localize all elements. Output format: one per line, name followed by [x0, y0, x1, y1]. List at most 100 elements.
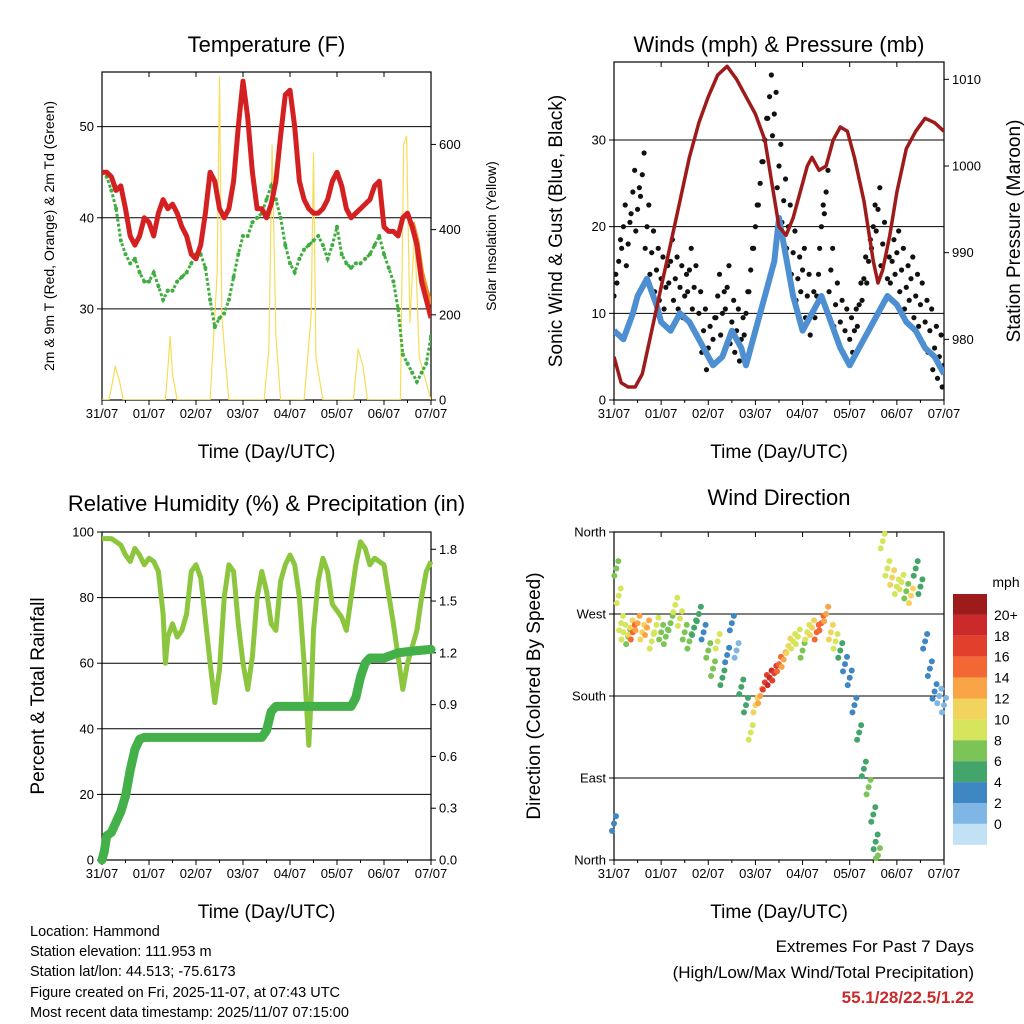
relative-humidity-line: [102, 536, 434, 748]
station-pressure-line: [614, 64, 944, 389]
direction-point: [667, 620, 674, 627]
direction-point: [936, 693, 943, 699]
humidity-ytick-right-label: 1.8: [439, 542, 457, 557]
gust-point: [938, 332, 944, 338]
gust-point: [628, 211, 634, 217]
gust-point: [943, 341, 944, 346]
direction-point: [844, 682, 851, 689]
direction-point: [712, 658, 718, 665]
direction-point: [780, 656, 787, 663]
gust-point: [792, 228, 798, 234]
gust-point: [713, 315, 719, 321]
gust-point: [811, 289, 817, 295]
direction-point: [865, 784, 872, 791]
temperature-ytick-right-label: 600: [439, 137, 461, 152]
direction-point: [829, 621, 836, 628]
gust-point: [917, 302, 924, 308]
gust-point: [639, 172, 645, 178]
direction-ytick-label: North: [574, 853, 606, 868]
gust-point: [752, 224, 759, 230]
humidity-xtick-label: 07/07: [415, 866, 448, 881]
colorbar-swatch: [953, 782, 987, 803]
winds-xtick-label: 04/07: [786, 406, 819, 421]
direction-ytick-label: South: [572, 689, 606, 704]
humidity-ytick-right-label: 0.3: [439, 801, 457, 816]
gust-point: [911, 315, 917, 321]
gust-point: [627, 219, 633, 225]
total-precipitation-line: [97, 644, 436, 865]
gust-point: [896, 228, 902, 234]
direction-point: [941, 702, 947, 709]
temperature-title: Temperature (F): [188, 32, 346, 57]
dewpoint-point: [311, 238, 316, 243]
winds-panel: 0 10 20 30 980 990 1000 1010 31/07 01/07 02/07 03/0…: [546, 32, 1024, 463]
direction-point: [881, 530, 888, 537]
direction-point: [939, 709, 945, 716]
gust-point: [614, 293, 617, 299]
direction-point: [636, 612, 643, 619]
direction-point: [712, 645, 719, 652]
gust-point: [854, 323, 860, 329]
dewpoint-point: [358, 261, 363, 266]
dewpoint-point: [349, 265, 354, 270]
gust-point: [863, 254, 869, 260]
direction-point: [675, 622, 681, 629]
gust-point: [844, 306, 850, 312]
direction-point: [722, 659, 729, 666]
gust-point: [834, 280, 840, 286]
dewpoint-point: [306, 243, 311, 248]
direction-point: [611, 820, 617, 827]
winds-xtick-label: 06/07: [881, 406, 914, 421]
gust-point: [655, 245, 661, 251]
direction-point: [797, 654, 804, 661]
temperature-plot-area: [102, 76, 431, 400]
gust-point: [858, 280, 864, 286]
gust-point: [889, 258, 895, 264]
humidity-ylabel: Percent & Total Rainfall: [28, 597, 49, 794]
gust-point: [769, 133, 776, 139]
gust-point: [781, 198, 787, 204]
gust-point: [736, 358, 743, 364]
dewpoint-point: [424, 361, 429, 366]
gust-point: [929, 306, 935, 312]
direction-point: [705, 647, 712, 654]
direction-point: [910, 572, 917, 579]
direction-point: [882, 572, 889, 579]
gust-point: [614, 315, 615, 320]
direction-point: [807, 631, 813, 638]
direction-point: [889, 574, 896, 581]
gust-point: [707, 323, 713, 329]
direction-ylabel: Direction (Colored By Speed): [524, 572, 545, 819]
temperature-xtick-label: 05/07: [321, 406, 354, 421]
temperature-ylabel: 2m & 9m T (Red, Orange) & 2m Td (Green): [41, 101, 57, 371]
direction-point: [693, 618, 700, 625]
gust-point: [897, 289, 903, 295]
dewpoint-point: [273, 197, 278, 202]
gust-point: [887, 280, 893, 286]
direction-xtick-label: 05/07: [833, 866, 866, 881]
direction-point: [914, 558, 921, 565]
direction-point: [870, 811, 877, 818]
direction-point: [697, 603, 704, 610]
dewpoint-line: [102, 171, 431, 386]
gust-point: [853, 306, 859, 312]
gust-point: [908, 276, 914, 282]
winds-ytick-right-label: 1010: [952, 72, 981, 87]
direction-point: [698, 636, 705, 643]
direction-point: [707, 640, 714, 647]
gust-point: [859, 297, 865, 303]
colorbar-swatch: [953, 740, 987, 762]
direction-point: [750, 709, 757, 716]
dewpoint-point: [250, 220, 255, 225]
temperature-ytick-label: 40: [80, 210, 94, 225]
humidity-xtick-label: 03/07: [227, 866, 260, 881]
gust-point: [721, 289, 727, 295]
direction-point: [717, 682, 724, 689]
gust-point: [804, 293, 810, 299]
gust-point: [653, 267, 660, 273]
gust-point: [622, 202, 628, 208]
gust-point: [851, 328, 858, 334]
colorbar-label: 10: [994, 711, 1010, 727]
colorbar-label: 20+: [994, 607, 1018, 623]
gust-point: [797, 254, 803, 260]
